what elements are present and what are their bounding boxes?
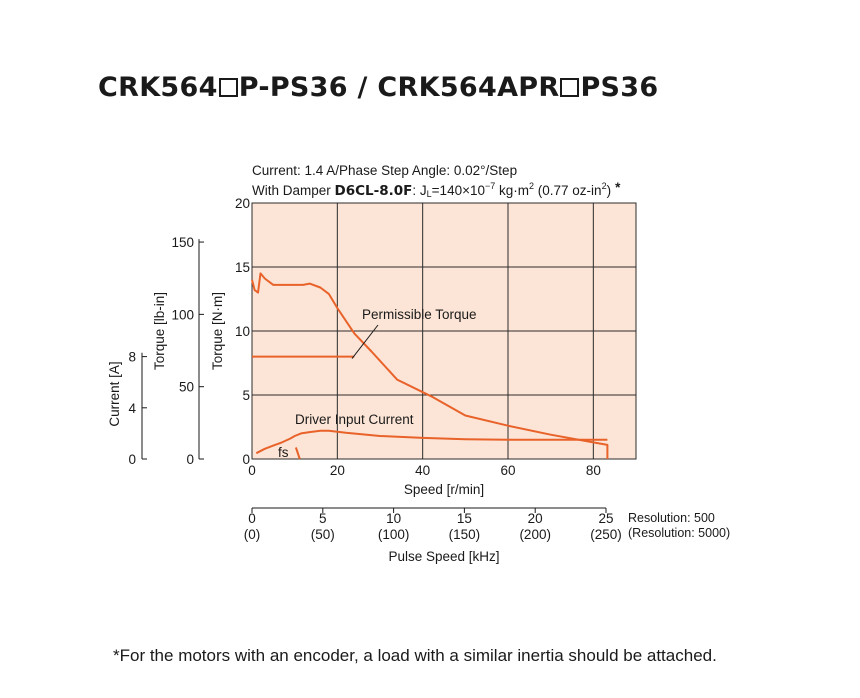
current-tick-label: 0 xyxy=(128,452,136,467)
pulse-tick-label: 10 xyxy=(386,511,401,526)
conditions-line-2: With Damper D6CL-8.0F: JL=140×10−7 kg·m2… xyxy=(252,180,621,199)
x-axis-label: Speed [r/min] xyxy=(404,482,484,497)
permissible-torque-leader xyxy=(351,324,379,359)
conditions-line-1: Current: 1.4 A/Phase Step Angle: 0.02°/S… xyxy=(252,163,517,178)
lbin-tick-label: 150 xyxy=(171,235,194,250)
x-tick-label: 0 xyxy=(248,463,256,478)
variant-box-icon xyxy=(560,78,580,97)
x-tick-label: 60 xyxy=(500,463,515,478)
lbin-tick-label: 50 xyxy=(179,380,194,395)
annotations: Permissible Torque Driver Input Current fs xyxy=(278,307,477,460)
y-tick-label: 0 xyxy=(242,452,250,467)
curves xyxy=(251,272,609,460)
x-tick-label: 40 xyxy=(415,463,430,478)
driver-input-current-label: Driver Input Current xyxy=(295,412,414,427)
pulse-tick-label-alt: (150) xyxy=(449,527,481,542)
page-title: CRK564 P-PS36 / CRK564APR PS36 xyxy=(98,72,659,103)
variant-box-icon xyxy=(218,78,238,97)
x-tick-label: 80 xyxy=(586,463,601,478)
y-tick-label: 20 xyxy=(235,196,250,211)
y-tick-label: 15 xyxy=(235,260,250,275)
pulse-tick-label-alt: (0) xyxy=(244,527,261,542)
series-line-current xyxy=(255,429,608,455)
pulse-tick-label: 5 xyxy=(319,511,327,526)
y-axis-label: Torque [N·m] xyxy=(210,292,225,370)
pulse-tick-label: 15 xyxy=(457,511,472,526)
series-line-pullout xyxy=(251,272,609,459)
pulse-tick-label: 20 xyxy=(528,511,543,526)
footnote: *For the motors with an encoder, a load … xyxy=(113,646,717,665)
current-tick-label: 4 xyxy=(128,401,136,416)
pulse-axis-label: Pulse Speed [kHz] xyxy=(388,549,499,564)
lbin-tick-label: 0 xyxy=(186,452,194,467)
current-axis-label: Current [A] xyxy=(107,361,122,426)
pulse-tick-label-alt: (100) xyxy=(378,527,410,542)
pulse-tick-label: 0 xyxy=(248,511,256,526)
fs-label: fs xyxy=(278,445,289,460)
x-tick-label: 20 xyxy=(330,463,345,478)
current-tick-label: 8 xyxy=(128,350,136,365)
y-tick-label: 5 xyxy=(242,388,250,403)
pulse-resolution-alt: (Resolution: 5000) xyxy=(628,526,730,540)
pulse-tick-label-alt: (200) xyxy=(519,527,551,542)
speed-torque-chart: Current: 1.4 A/Phase Step Angle: 0.02°/S… xyxy=(107,163,730,564)
pulse-tick-label-alt: (50) xyxy=(311,527,335,542)
pulse-resolution: Resolution: 500 xyxy=(628,511,715,525)
lbin-axis-label: Torque [lb-in] xyxy=(152,292,167,370)
y-tick-label: 10 xyxy=(235,324,250,339)
permissible-torque-label: Permissible Torque xyxy=(362,307,477,322)
series-line-fs xyxy=(294,447,301,460)
pulse-tick-label: 25 xyxy=(598,511,613,526)
lbin-tick-label: 100 xyxy=(171,307,194,322)
pulse-tick-label-alt: (250) xyxy=(590,527,622,542)
grid-lines xyxy=(252,203,636,459)
